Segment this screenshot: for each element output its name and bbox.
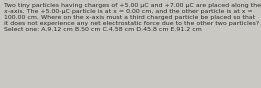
Text: Two tiny particles having charges of +5.00 μC and +7.00 μC are placed along the : Two tiny particles having charges of +5.…: [4, 3, 261, 32]
